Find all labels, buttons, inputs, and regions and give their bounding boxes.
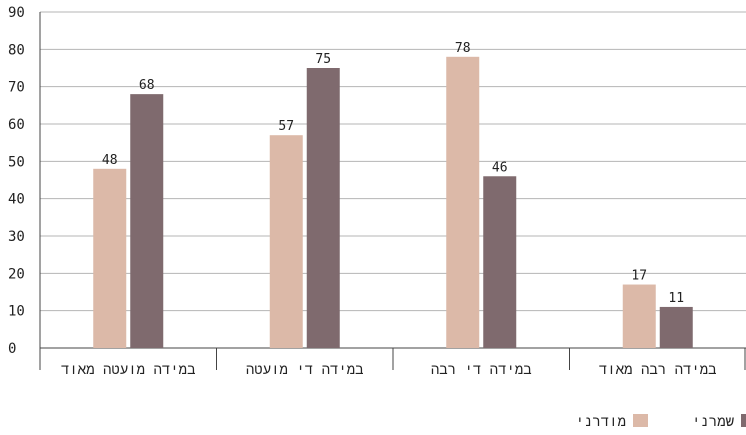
y-axis-ticks: 0 10 20 30 40 50 60 70 80 90 xyxy=(8,5,25,357)
bar xyxy=(269,135,303,348)
bar xyxy=(130,94,164,348)
y-tick-label: 60 xyxy=(8,117,25,133)
y-tick-label: 20 xyxy=(8,266,25,282)
bar xyxy=(659,306,693,348)
y-tick-label: 50 xyxy=(8,154,25,170)
y-tick-label: 10 xyxy=(8,304,25,320)
x-axis: במידה מועטה מאוד במידה די מועטה במידה די ר… xyxy=(39,12,746,378)
bar xyxy=(622,284,656,348)
bar xyxy=(446,56,480,349)
x-category-label: במידה רבה מאוד xyxy=(599,362,717,378)
y-tick-label: 70 xyxy=(8,80,25,96)
legend-swatch xyxy=(741,414,746,427)
x-category-label: במידה די מועטה xyxy=(246,362,364,378)
y-tick-label: 40 xyxy=(8,192,25,208)
data-label: 46 xyxy=(492,160,508,175)
y-tick-label: 90 xyxy=(8,5,25,21)
data-label: 78 xyxy=(455,41,471,56)
bars xyxy=(93,56,693,349)
x-category-label: במידה די רבה xyxy=(431,362,532,378)
data-label: 48 xyxy=(102,153,118,168)
y-tick-label: 0 xyxy=(8,341,16,357)
bar xyxy=(483,176,517,348)
x-category-label: במידה מועטה מאוד xyxy=(61,362,195,378)
legend-label: מודרני xyxy=(576,414,626,430)
data-label: 17 xyxy=(631,269,647,284)
data-label: 75 xyxy=(315,52,331,67)
legend-swatch xyxy=(633,414,648,427)
data-label: 57 xyxy=(278,119,294,134)
bar xyxy=(93,168,127,348)
data-label: 68 xyxy=(139,78,155,93)
legend-label: שמרני xyxy=(692,414,735,430)
bar xyxy=(306,68,340,348)
legend: שמרני מודרני xyxy=(576,414,746,430)
data-labels: 48 68 57 75 78 46 17 11 xyxy=(102,41,684,306)
y-tick-label: 30 xyxy=(8,229,25,245)
data-label: 11 xyxy=(668,291,684,306)
y-tick-label: 80 xyxy=(8,42,25,58)
